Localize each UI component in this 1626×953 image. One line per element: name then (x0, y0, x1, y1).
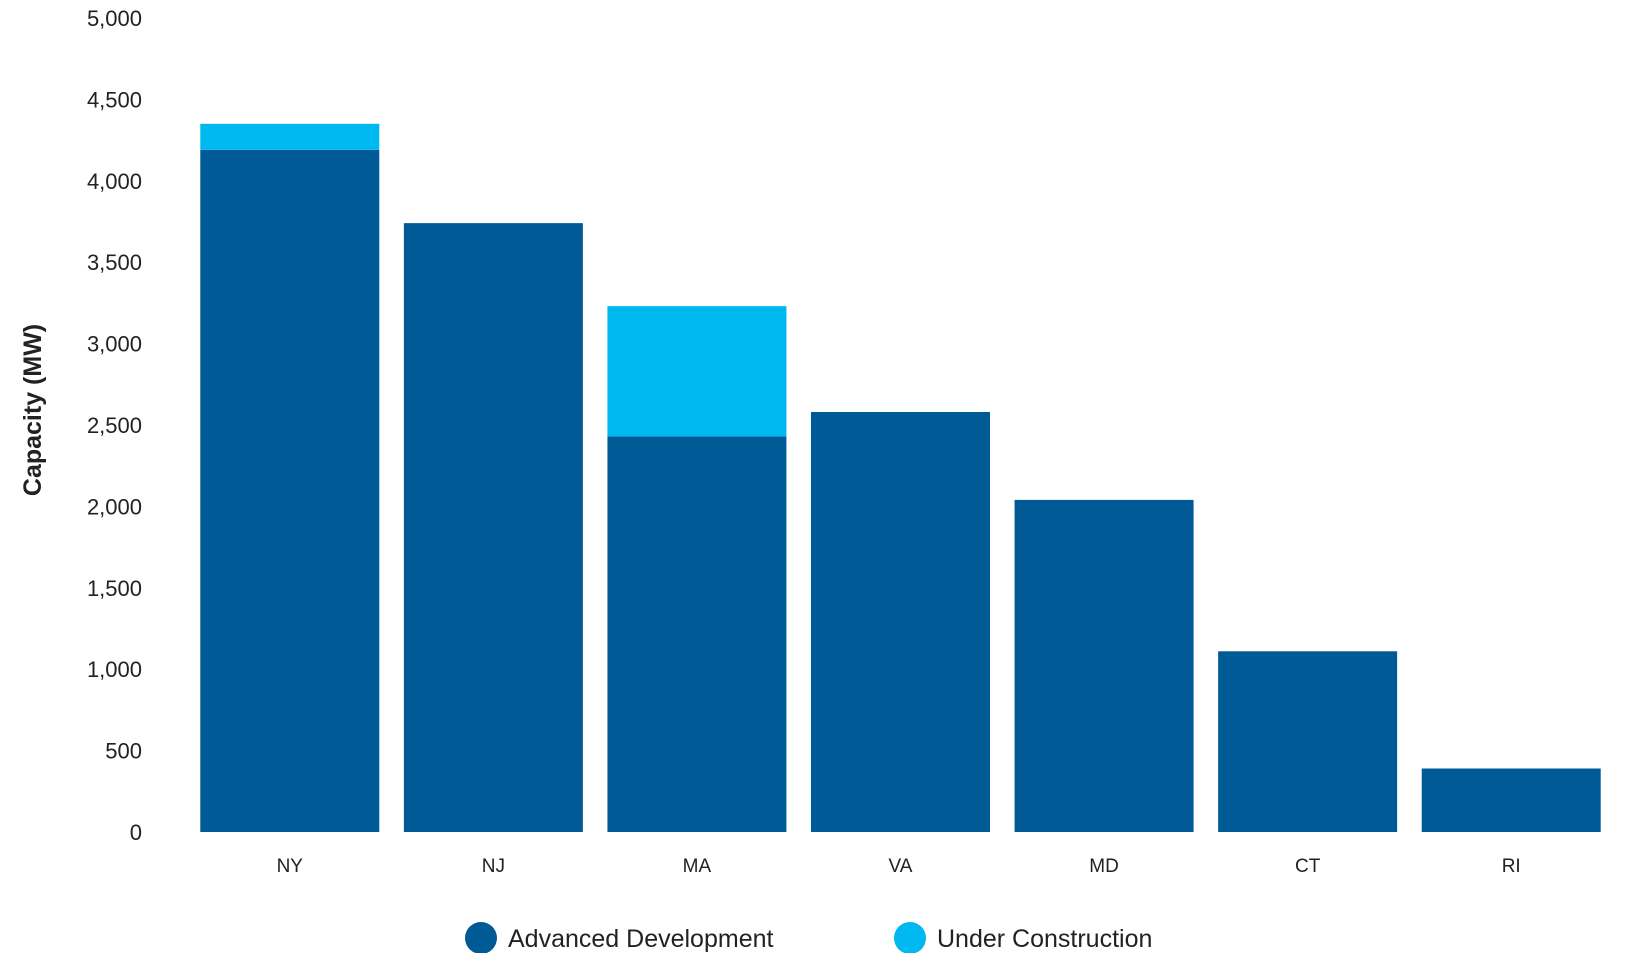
y-axis-ticks: 0 500 1,000 1,500 2,000 2,500 3,000 3,500 4,000 4… (87, 6, 142, 845)
y-tick-label: 500 (105, 739, 142, 764)
y-tick-label: 3,500 (87, 250, 142, 275)
bar-ny-series-1 (200, 123, 380, 150)
y-axis-title: Capacity (MW) (19, 324, 47, 496)
legend-label: Advanced Development (508, 925, 773, 953)
bar-ct-series-0 (1218, 651, 1398, 832)
bar-ny-series-0 (200, 149, 380, 832)
y-tick-label: 1,500 (87, 576, 142, 601)
x-tick-label: MD (1089, 856, 1119, 877)
y-tick-label: 2,000 (87, 494, 142, 519)
y-tick-label: 0 (130, 820, 142, 845)
y-tick-label: 5,000 (87, 6, 142, 31)
bar-nj-series-0 (403, 223, 583, 832)
y-tick-label: 4,500 (87, 87, 142, 112)
bar-ma-series-0 (607, 436, 787, 832)
y-tick-label: 4,000 (87, 169, 142, 194)
x-tick-label: CT (1295, 856, 1321, 877)
legend-label: Under Construction (937, 925, 1152, 953)
x-tick-label: NJ (482, 856, 505, 877)
legend-swatch (465, 922, 497, 953)
x-tick-label: RI (1502, 856, 1521, 877)
y-tick-label: 1,000 (87, 657, 142, 682)
y-tick-label: 2,500 (87, 413, 142, 438)
x-tick-label: NY (277, 856, 304, 877)
y-axis-title-group: Capacity (MW) (19, 324, 47, 496)
bar-ma-series-1 (607, 306, 787, 437)
bars (200, 123, 1601, 832)
legend: Advanced Development Under Construction (465, 922, 1152, 953)
y-tick-label: 3,000 (87, 332, 142, 357)
x-tick-label: MA (683, 856, 712, 877)
bar-md-series-0 (1014, 499, 1194, 832)
bar-ri-series-0 (1421, 768, 1601, 832)
x-tick-label: VA (889, 856, 913, 877)
legend-swatch (894, 922, 926, 953)
x-axis-ticks: NY NJ MA VA MD CT RI (277, 856, 1521, 877)
bar-va-series-0 (811, 411, 990, 832)
